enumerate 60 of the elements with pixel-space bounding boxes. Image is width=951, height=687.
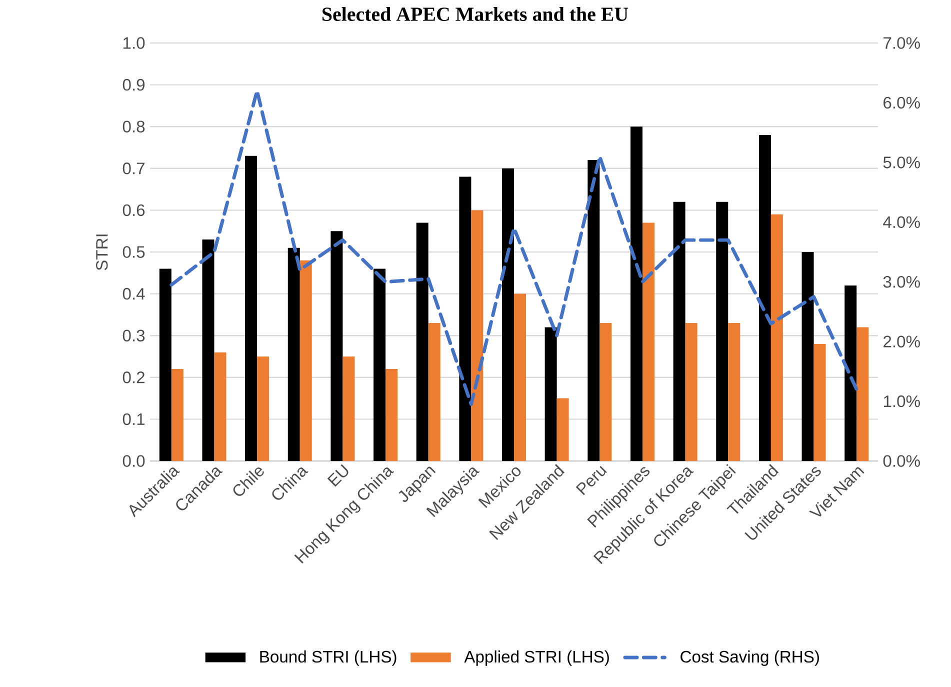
bar — [459, 176, 472, 461]
y-tick-label: 0.2 — [122, 372, 144, 384]
y2-tick-label: 0.0% — [883, 455, 920, 467]
legend-label: Bound STRI (LHS) — [260, 650, 396, 666]
bar — [844, 285, 857, 461]
bar — [758, 134, 771, 461]
bar — [214, 352, 226, 461]
bar — [471, 210, 484, 461]
bar — [300, 260, 312, 461]
bar — [171, 369, 184, 461]
bar — [428, 323, 440, 461]
bar — [288, 248, 300, 461]
bar — [159, 268, 172, 461]
legend-label: Applied STRI (LHS) — [464, 650, 609, 666]
y-tick-label: 0.0 — [122, 455, 145, 467]
line-series — [170, 89, 858, 406]
bar — [728, 323, 740, 461]
y2-tick-label: 4.0% — [883, 216, 920, 228]
y-tick-label: 1.0 — [123, 37, 145, 49]
bar — [257, 356, 270, 461]
bar — [514, 294, 526, 461]
x-tick-label: EU — [327, 464, 348, 487]
bar — [544, 327, 557, 461]
bar — [374, 268, 386, 461]
bar — [588, 160, 600, 461]
bar — [556, 398, 569, 461]
y-tick-label: 0.9 — [122, 78, 145, 91]
bar — [245, 156, 258, 461]
legend-label: Cost Saving (RHS) — [680, 650, 819, 666]
bar — [856, 327, 869, 461]
y2-tick-label: 6.0% — [884, 96, 920, 109]
y-tick-label: 0.1 — [122, 413, 144, 426]
bar — [330, 231, 343, 461]
bar — [202, 239, 214, 461]
bar — [814, 344, 826, 461]
y2-tick-label: 1.0% — [884, 395, 920, 408]
bar — [716, 202, 728, 461]
y2-tick-label: 2.0% — [884, 336, 920, 348]
chart-title: Selected APEC Markets and the EU — [322, 6, 628, 21]
bar — [685, 323, 698, 461]
bar — [802, 252, 814, 461]
bar — [386, 369, 398, 461]
bar — [342, 356, 355, 461]
y-tick-label: 0.8 — [122, 120, 145, 132]
bar — [502, 168, 514, 461]
bar — [642, 222, 654, 461]
y-tick-label: 0.6 — [122, 204, 145, 216]
bar — [770, 214, 783, 461]
bar — [630, 126, 642, 461]
y-tick-label: 0.7 — [122, 162, 144, 174]
y2-tick-label: 3.0% — [883, 276, 920, 288]
y-tick-label: 0.3 — [122, 330, 145, 342]
bar — [600, 323, 612, 461]
y2-tick-label: 7.0% — [884, 37, 920, 49]
bar — [673, 202, 686, 461]
bar — [416, 222, 428, 461]
y-tick-label: 0.5 — [122, 246, 145, 258]
y2-tick-label: 5.0% — [883, 156, 920, 168]
y-axis-title: STRI — [96, 234, 108, 270]
y-tick-label: 0.4 — [122, 288, 145, 300]
